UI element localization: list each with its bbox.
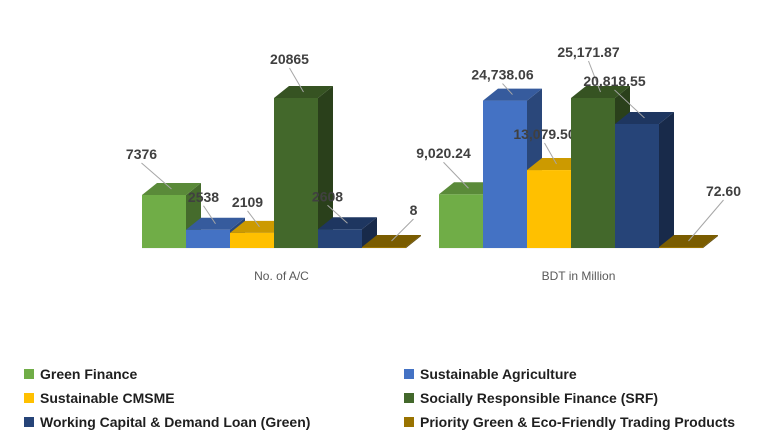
legend-swatch <box>404 393 414 403</box>
data-label-2-1: 9,020.24 <box>416 145 471 161</box>
data-label-1-4: 20865 <box>270 51 309 67</box>
legend-label: Priority Green & Eco-Friendly Trading Pr… <box>420 414 735 430</box>
bar-1-4 <box>274 86 333 248</box>
data-label-1-5: 2608 <box>312 188 343 204</box>
bar-front <box>186 229 230 248</box>
data-label-leader <box>443 161 469 189</box>
data-label-1-3: 2109 <box>232 194 263 210</box>
data-label-leader <box>327 204 348 224</box>
data-label-leader <box>141 162 172 190</box>
data-label-leader <box>688 199 724 242</box>
legend-swatch <box>24 417 34 427</box>
bar-front <box>571 98 615 248</box>
bar-front <box>274 98 318 248</box>
data-label-leader <box>289 67 304 93</box>
data-label-leader <box>203 205 216 225</box>
data-label-2-5: 20,818.55 <box>583 73 645 89</box>
bar-2-5 <box>615 111 674 248</box>
bar-front <box>659 247 703 248</box>
data-label-leader <box>502 83 513 95</box>
data-label-2-6: 72.60 <box>706 183 741 199</box>
chart-panel-2: 9,020.24 24,738.06 13,079.50 25,171.87 20,81… <box>416 44 741 283</box>
data-label-leader <box>391 218 414 242</box>
legend-item-2: Sustainable Agriculture <box>404 366 577 382</box>
legend-label: Working Capital & Demand Loan (Green) <box>40 414 310 430</box>
legend-label: Sustainable CMSME <box>40 390 175 406</box>
legend-label: Sustainable Agriculture <box>420 366 577 382</box>
bar-front <box>230 232 274 248</box>
bar-side <box>406 235 421 248</box>
data-label-leader <box>588 60 601 93</box>
data-label-leader <box>614 89 645 119</box>
legend-label: Green Finance <box>40 366 137 382</box>
legend-item-3: Sustainable CMSME <box>24 390 175 406</box>
data-label-1-6: 8 <box>410 202 418 218</box>
data-label-2-2: 24,738.06 <box>471 67 533 83</box>
legend-swatch <box>404 369 414 379</box>
legend-item-1: Green Finance <box>24 366 137 382</box>
data-label-2-4: 25,171.87 <box>557 44 619 60</box>
bar-side <box>318 86 333 248</box>
legend-item-6: Priority Green & Eco-Friendly Trading Pr… <box>404 414 735 430</box>
data-label-leader <box>247 210 260 228</box>
bar-front <box>527 170 571 248</box>
bar-1-5 <box>318 217 377 248</box>
bar-side <box>659 111 674 248</box>
bar-side <box>703 235 718 248</box>
category-label-1: No. of A/C <box>254 269 309 283</box>
legend-swatch <box>24 393 34 403</box>
bar-front <box>318 229 362 248</box>
legend-label: Socially Responsible Finance (SRF) <box>420 390 658 406</box>
bar-side <box>362 217 377 248</box>
data-label-leader <box>544 142 557 165</box>
bar-front <box>362 247 406 248</box>
data-label-2-3: 13,079.50 <box>513 126 575 142</box>
legend-swatch <box>24 369 34 379</box>
bar-front <box>439 194 483 248</box>
chart-panel-1: 7376 2538 2109 20865 2608 8 No. of A/C <box>126 51 422 283</box>
bar-front <box>483 100 527 249</box>
bar-1-1 <box>142 182 201 248</box>
data-label-1-2: 2538 <box>188 189 219 205</box>
legend-item-5: Working Capital & Demand Loan (Green) <box>24 414 310 430</box>
bar-front <box>142 194 186 248</box>
legend-swatch <box>404 417 414 427</box>
data-label-1-1: 7376 <box>126 146 157 162</box>
bar-front <box>615 123 659 248</box>
category-label-2: BDT in Million <box>542 269 616 283</box>
legend-item-4: Socially Responsible Finance (SRF) <box>404 390 658 406</box>
